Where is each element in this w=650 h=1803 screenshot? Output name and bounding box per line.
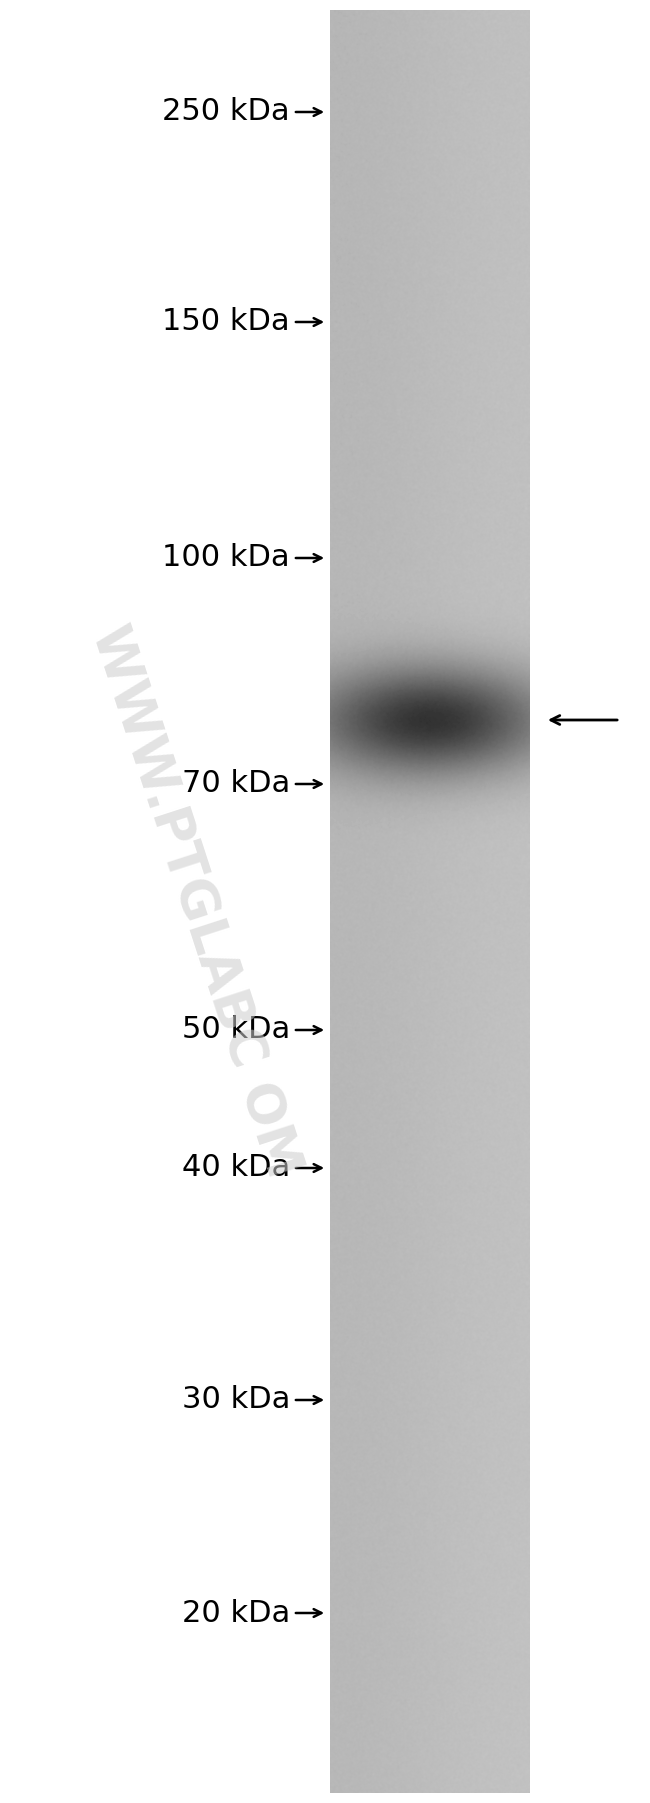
Text: WWW.PTGLABC OM: WWW.PTGLABC OM [81, 618, 309, 1185]
Text: 250 kDa: 250 kDa [162, 97, 290, 126]
Text: 30 kDa: 30 kDa [181, 1385, 290, 1415]
Text: 100 kDa: 100 kDa [162, 543, 290, 573]
Text: 70 kDa: 70 kDa [182, 770, 290, 799]
Text: 40 kDa: 40 kDa [182, 1154, 290, 1183]
Text: 20 kDa: 20 kDa [182, 1599, 290, 1628]
Text: 50 kDa: 50 kDa [182, 1015, 290, 1044]
Text: 150 kDa: 150 kDa [162, 308, 290, 337]
